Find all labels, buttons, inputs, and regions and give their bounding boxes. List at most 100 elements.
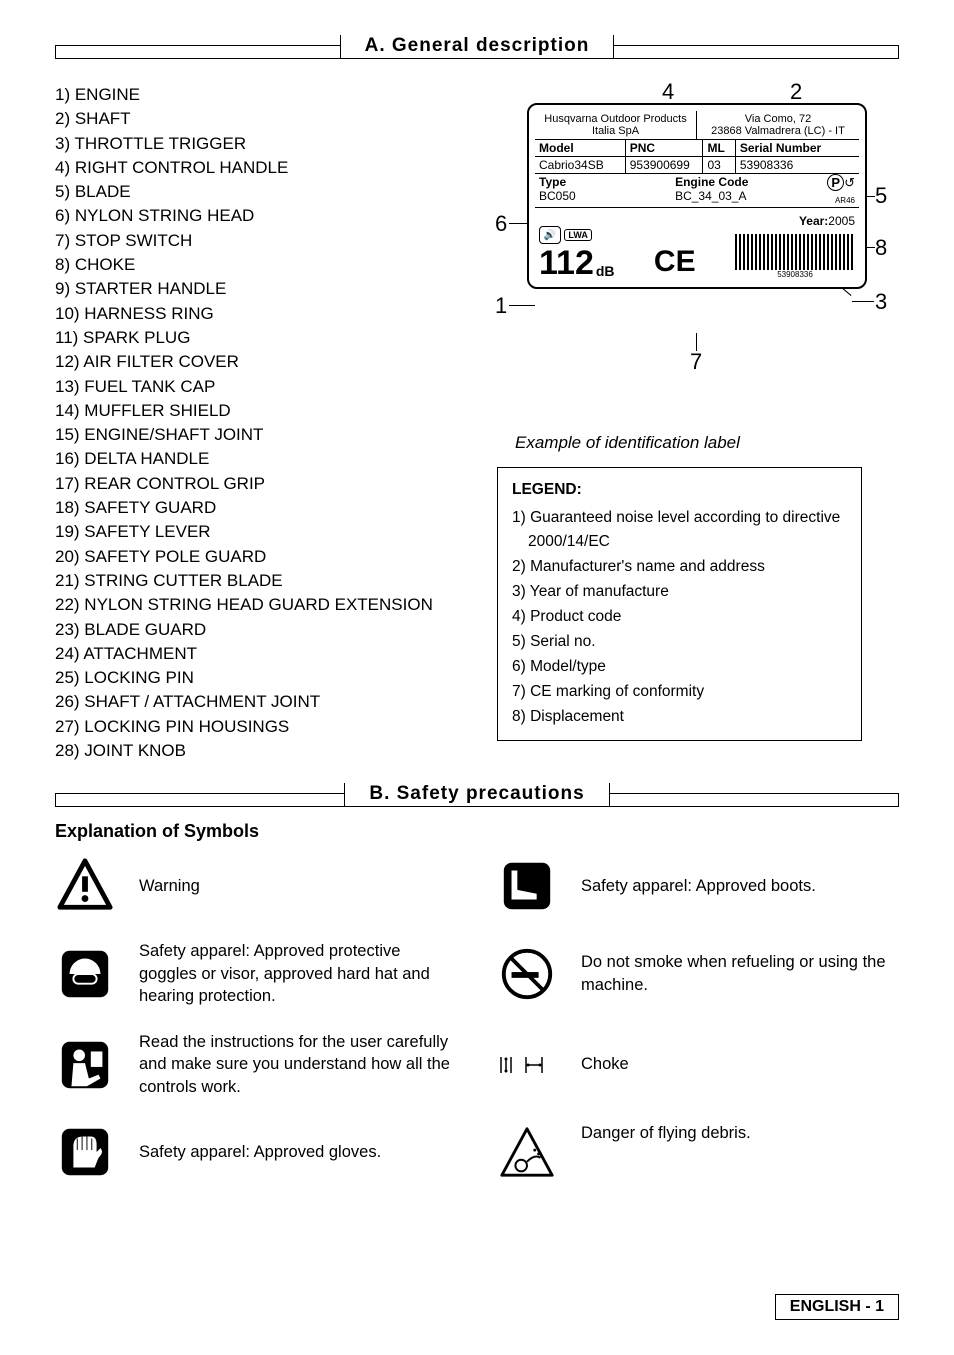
- label-ml: 03: [703, 157, 735, 173]
- label-model: Cabrio34SB: [535, 157, 626, 173]
- callout-8: 8: [875, 235, 887, 261]
- section-general-description: A. General description 1) ENGINE 2) SHAF…: [55, 45, 899, 763]
- callout-1: 1: [495, 293, 507, 319]
- legend-item: 6) Model/type: [512, 655, 847, 679]
- part-item: 21) STRING CUTTER BLADE: [55, 569, 457, 593]
- label-mfr: Husqvarna Outdoor Products: [539, 113, 692, 125]
- label-noise: 112: [539, 248, 594, 279]
- label-lwa: LWA: [564, 229, 592, 241]
- symbol-text: Do not smoke when refueling or using the…: [581, 951, 899, 996]
- label-pnc: 953900699: [626, 157, 704, 173]
- label-caption: Example of identification label: [515, 433, 899, 453]
- part-item: 9) STARTER HANDLE: [55, 277, 457, 301]
- part-item: 10) HARNESS RING: [55, 302, 457, 326]
- callout-4: 4: [662, 79, 674, 105]
- part-item: 28) JOINT KNOB: [55, 739, 457, 763]
- section-b-header: B. Safety precautions: [55, 793, 899, 807]
- symbol-text: Safety apparel: Approved boots.: [581, 875, 816, 897]
- label-year-lbl: Year:: [799, 214, 828, 228]
- legend-item: 8) Displacement: [512, 705, 847, 729]
- symbol-row: Do not smoke when refueling or using the…: [497, 940, 899, 1007]
- symbol-row: Safety apparel: Approved gloves.: [55, 1122, 457, 1182]
- label-hdr-serial: Serial Number: [736, 140, 859, 156]
- legend-item: 2) Manufacturer's name and address: [512, 555, 847, 579]
- symbol-row: Read the instructions for the user caref…: [55, 1031, 457, 1098]
- legend-item: 4) Product code: [512, 605, 847, 629]
- part-item: 11) SPARK PLUG: [55, 326, 457, 350]
- part-item: 7) STOP SWITCH: [55, 229, 457, 253]
- part-item: 19) SAFETY LEVER: [55, 520, 457, 544]
- ce-mark-icon: CE: [654, 245, 696, 278]
- part-item: 24) ATTACHMENT: [55, 642, 457, 666]
- part-item: 16) DELTA HANDLE: [55, 447, 457, 471]
- part-item: 3) THROTTLE TRIGGER: [55, 132, 457, 156]
- label-db: dB: [596, 263, 615, 279]
- label-ar: AR46: [835, 196, 855, 205]
- label-addr2: 23868 Valmadrera (LC) - IT: [701, 125, 855, 137]
- identification-label-diagram: 4 2 5 6 8 1 3 7: [497, 83, 899, 403]
- label-barcode-num: 53908336: [735, 270, 855, 279]
- part-item: 17) REAR CONTROL GRIP: [55, 472, 457, 496]
- symbol-text: Safety apparel: Approved gloves.: [139, 1141, 381, 1163]
- gloves-icon: [55, 1122, 115, 1182]
- label-addr: Via Como, 72: [701, 113, 855, 125]
- symbol-text: Danger of flying debris.: [581, 1122, 751, 1144]
- symbol-row: Danger of flying debris.: [497, 1122, 899, 1182]
- part-item: 25) LOCKING PIN: [55, 666, 457, 690]
- legend-box: LEGEND: 1) Guaranteed noise level accord…: [497, 467, 862, 741]
- legend-item: 5) Serial no.: [512, 630, 847, 654]
- label-type: BC050: [539, 189, 576, 203]
- symbol-row: Safety apparel: Approved boots.: [497, 856, 899, 916]
- symbol-text: Choke: [581, 1053, 629, 1075]
- flying-debris-icon: [497, 1122, 557, 1182]
- symbol-row: Choke: [497, 1031, 899, 1098]
- symbol-text: Safety apparel: Approved protective gogg…: [139, 940, 457, 1007]
- part-item: 6) NYLON STRING HEAD: [55, 204, 457, 228]
- part-item: 2) SHAFT: [55, 107, 457, 131]
- part-item: 13) FUEL TANK CAP: [55, 375, 457, 399]
- section-safety-precautions: B. Safety precautions Explanation of Sym…: [55, 793, 899, 1182]
- goggles-icon: [55, 944, 115, 1004]
- label-engine: BC_34_03_A: [675, 189, 746, 203]
- part-item: 20) SAFETY POLE GUARD: [55, 545, 457, 569]
- callout-6: 6: [495, 211, 507, 237]
- part-item: 1) ENGINE: [55, 83, 457, 107]
- label-hdr-engine: Engine Code: [675, 175, 748, 189]
- page-footer: ENGLISH - 1: [775, 1294, 899, 1320]
- label-hdr-pnc: PNC: [626, 140, 704, 156]
- legend-item: 3) Year of manufacture: [512, 580, 847, 604]
- section-a-header: A. General description: [55, 45, 899, 59]
- label-mfr2: Italia SpA: [539, 125, 692, 137]
- part-item: 14) MUFFLER SHIELD: [55, 399, 457, 423]
- callout-5: 5: [875, 183, 887, 209]
- barcode-icon: [735, 234, 855, 270]
- callout-2: 2: [790, 79, 802, 105]
- parts-list: 1) ENGINE 2) SHAFT 3) THROTTLE TRIGGER 4…: [55, 73, 457, 763]
- symbol-row: Safety apparel: Approved protective gogg…: [55, 940, 457, 1007]
- label-hdr-ml: ML: [703, 140, 735, 156]
- part-item: 15) ENGINE/SHAFT JOINT: [55, 423, 457, 447]
- symbol-text: Read the instructions for the user caref…: [139, 1031, 457, 1098]
- symbol-row: Warning: [55, 856, 457, 916]
- label-hdr-type: Type: [539, 175, 566, 189]
- section-b-title: B. Safety precautions: [369, 783, 584, 804]
- callout-3: 3: [875, 289, 887, 315]
- boots-icon: [497, 856, 557, 916]
- part-item: 18) SAFETY GUARD: [55, 496, 457, 520]
- symbol-text: Warning: [139, 875, 200, 897]
- part-item: 26) SHAFT / ATTACHMENT JOINT: [55, 690, 457, 714]
- legend-item: 1) Guaranteed noise level according to d…: [512, 506, 847, 554]
- legend-item: 7) CE marking of conformity: [512, 680, 847, 704]
- part-item: 12) AIR FILTER COVER: [55, 350, 457, 374]
- symbols-grid: Warning Safety apparel: Approved boots. …: [55, 856, 899, 1182]
- label-serial: 53908336: [736, 157, 859, 173]
- callout-7: 7: [690, 349, 702, 375]
- part-item: 22) NYLON STRING HEAD GUARD EXTENSION: [55, 593, 457, 617]
- label-hdr-model: Model: [535, 140, 626, 156]
- speaker-icon: 🔊: [539, 226, 561, 244]
- section-a-title: A. General description: [365, 35, 590, 56]
- part-item: 8) CHOKE: [55, 253, 457, 277]
- warning-icon: [55, 856, 115, 916]
- label-year: 2005: [828, 214, 855, 228]
- part-item: 4) RIGHT CONTROL HANDLE: [55, 156, 457, 180]
